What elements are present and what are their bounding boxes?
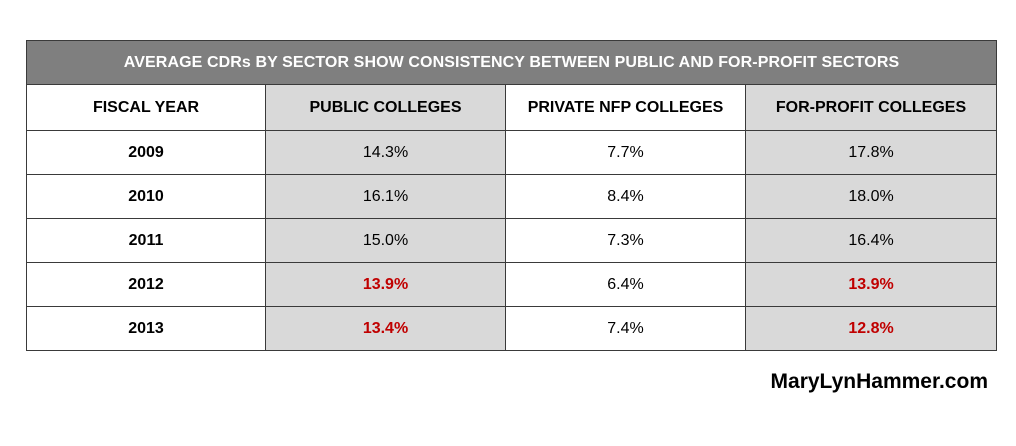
site-credit: MaryLynHammer.com xyxy=(770,370,988,393)
header-public-colleges: PUBLIC COLLEGES xyxy=(265,84,506,131)
cell-for-profit-highlighted: 13.9% xyxy=(744,262,998,307)
cdr-table: AVERAGE CDRs BY SECTOR SHOW CONSISTENCY … xyxy=(25,40,998,351)
table-row: 2013 13.4% 7.4% 12.8% xyxy=(26,306,998,351)
cell-public-highlighted: 13.9% xyxy=(265,262,506,307)
cell-year: 2012 xyxy=(26,262,266,307)
table-row: 2010 16.1% 8.4% 18.0% xyxy=(26,174,998,219)
cell-for-profit: 16.4% xyxy=(744,218,998,263)
cell-for-profit: 17.8% xyxy=(744,130,998,175)
table-title: AVERAGE CDRs BY SECTOR SHOW CONSISTENCY … xyxy=(25,40,998,85)
cell-private: 7.4% xyxy=(505,306,746,351)
cell-for-profit-highlighted: 12.8% xyxy=(744,306,998,351)
cell-year: 2010 xyxy=(26,174,266,219)
cell-public: 15.0% xyxy=(265,218,506,263)
header-for-profit-colleges: FOR-PROFIT COLLEGES xyxy=(744,84,998,131)
table-row: 2011 15.0% 7.3% 16.4% xyxy=(26,218,998,263)
header-private-nfp-colleges: PRIVATE NFP COLLEGES xyxy=(505,84,746,131)
cell-public-highlighted: 13.4% xyxy=(265,306,506,351)
header-fiscal-year: FISCAL YEAR xyxy=(26,84,266,131)
cell-year: 2011 xyxy=(26,218,266,263)
cell-public: 16.1% xyxy=(265,174,506,219)
cell-year: 2009 xyxy=(26,130,266,175)
cell-private: 6.4% xyxy=(505,262,746,307)
table-row: 2009 14.3% 7.7% 17.8% xyxy=(26,130,998,175)
cdr-table-container: AVERAGE CDRs BY SECTOR SHOW CONSISTENCY … xyxy=(25,40,998,351)
cell-private: 7.7% xyxy=(505,130,746,175)
cell-private: 8.4% xyxy=(505,174,746,219)
cell-year: 2013 xyxy=(26,306,266,351)
cell-private: 7.3% xyxy=(505,218,746,263)
cell-for-profit: 18.0% xyxy=(744,174,998,219)
cell-public: 14.3% xyxy=(265,130,506,175)
table-row: 2012 13.9% 6.4% 13.9% xyxy=(26,262,998,307)
